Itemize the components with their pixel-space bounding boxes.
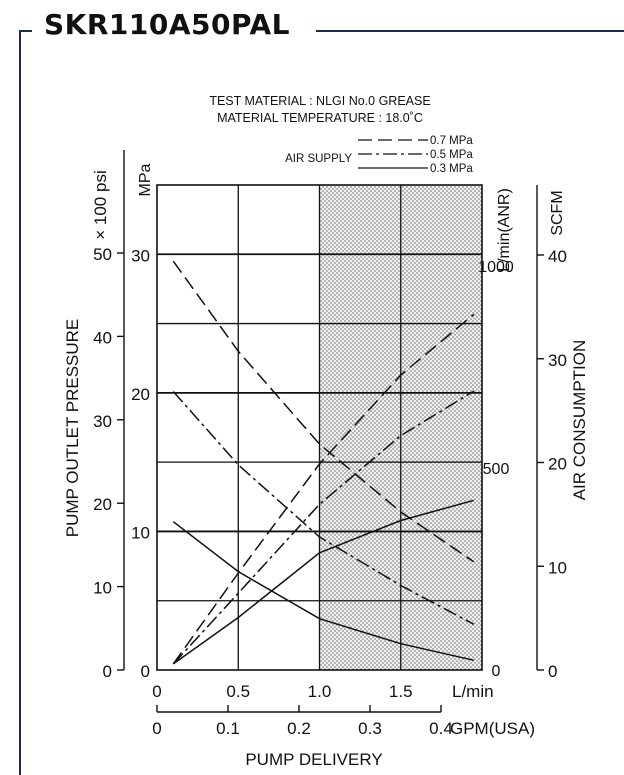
lmin-axis-unit: L/min: [452, 682, 494, 701]
gpm-tick-label: 0.4: [429, 719, 453, 738]
air-consumption-line: [172, 313, 475, 665]
plot-frame: [156, 184, 483, 671]
psi-tick-label: 50: [93, 245, 112, 264]
frame-top-border: [316, 30, 624, 32]
lmin-tick-label: 0.5: [226, 682, 250, 701]
psi-tick-label: 20: [93, 495, 112, 514]
mpa-axis-unit: MPa: [137, 163, 154, 196]
psi-axis-unit: × 100 psi: [91, 170, 110, 239]
anr-tick-label: 500: [483, 461, 510, 478]
lmin-tick-label: 1.5: [389, 682, 413, 701]
gpm-axis-unit: GPM(USA): [450, 719, 535, 738]
pressure-line: [172, 260, 475, 563]
legend-label: 0.3 MPa: [430, 163, 473, 175]
pressure-line: [172, 391, 475, 625]
anr-tick-label: 0: [492, 663, 501, 680]
psi-tick-label: 30: [93, 412, 112, 431]
frame-top-border: [19, 30, 32, 32]
y2-axis-label: AIR CONSUMPTION: [570, 340, 589, 501]
scfm-tick-label: 40: [548, 247, 567, 266]
frame-left-border: [19, 30, 21, 775]
lmin-tick-label: 1.0: [308, 682, 332, 701]
mpa-tick-label: 10: [131, 523, 150, 542]
gpm-tick-label: 0.3: [358, 719, 382, 738]
scfm-tick-label: 20: [548, 455, 567, 474]
lmin-tick-label: 0: [152, 682, 161, 701]
gpm-tick-label: 0: [152, 719, 161, 738]
mpa-tick-label: 0: [141, 662, 150, 681]
gpm-tick-label: 0.1: [216, 719, 240, 738]
psi-tick-label: 40: [93, 328, 112, 347]
legend-label: 0.7 MPa: [430, 135, 473, 147]
y-axis-label: PUMP OUTLET PRESSURE: [63, 319, 82, 538]
gpm-tick-label: 0.2: [287, 719, 311, 738]
legend-title: AIR SUPPLY: [285, 153, 352, 165]
legend-label: 0.5 MPa: [430, 149, 473, 161]
psi-tick-label: 10: [93, 579, 112, 598]
scfm-tick-label: 10: [548, 558, 567, 577]
air-consumption-line: [172, 390, 475, 665]
psi-tick-label: 0: [103, 662, 112, 681]
air-consumption-line: [172, 499, 475, 665]
chart-title: TEST MATERIAL : NLGI No.0 GREASE: [209, 94, 430, 108]
anr-axis-unit: L/min(ANR): [496, 188, 513, 272]
scfm-tick-label: 0: [548, 662, 557, 681]
pressure-line: [172, 521, 475, 662]
mpa-tick-label: 20: [131, 385, 150, 404]
scfm-axis-unit: SCFM: [549, 190, 566, 235]
x-axis-label: PUMP DELIVERY: [245, 750, 382, 769]
anr-tick-label: 1000: [478, 259, 514, 276]
chart-subtitle: MATERIAL TEMPERATURE : 18.0˚C: [217, 111, 423, 125]
model-title: SKR110A50PAL: [44, 8, 290, 41]
scfm-tick-label: 30: [548, 351, 567, 370]
mpa-tick-label: 30: [131, 246, 150, 265]
